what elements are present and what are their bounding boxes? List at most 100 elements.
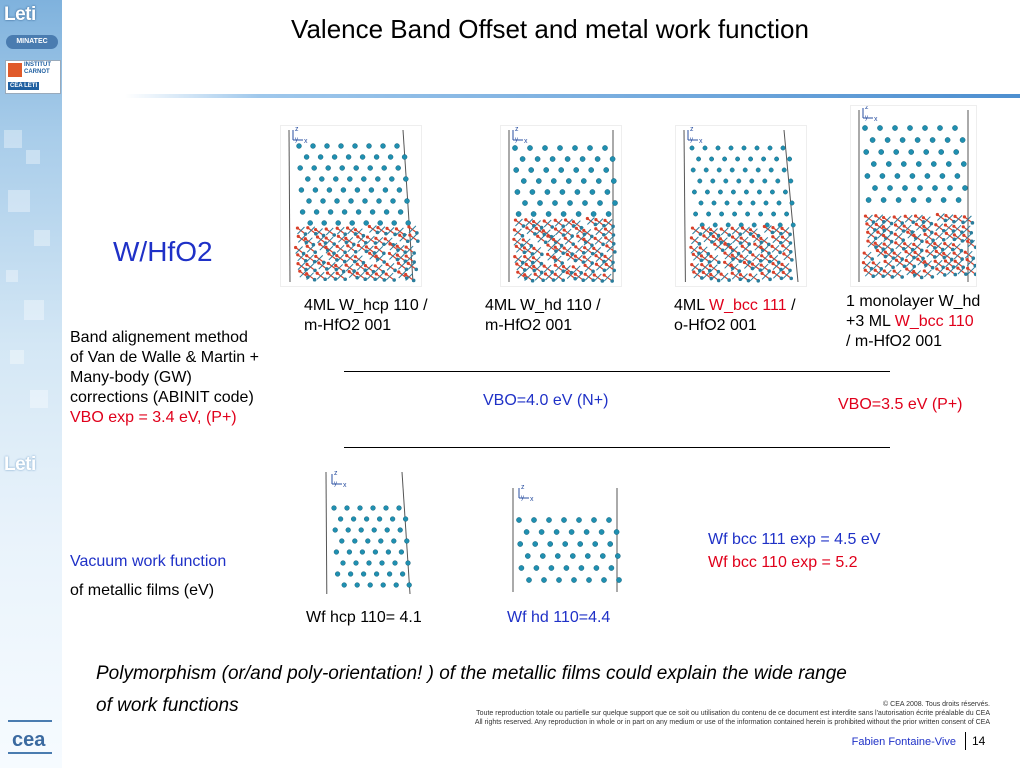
hafnium-atom: [779, 231, 783, 236]
oxygen-atom: [353, 255, 357, 259]
oxygen-atom: [771, 235, 775, 239]
oxygen-atom: [935, 267, 939, 271]
tungsten-atom: [553, 529, 560, 535]
oxygen-atom: [592, 273, 596, 277]
tungsten-atom: [593, 565, 600, 571]
tungsten-atom: [546, 517, 552, 523]
oxygen-atom: [373, 264, 377, 268]
hafnium-atom: [303, 232, 308, 236]
tungsten-atom: [340, 187, 347, 193]
method-line4: corrections (ABINIT code): [70, 389, 254, 406]
structure-w-bcc-111-image: zy x: [675, 125, 807, 287]
oxygen-atom: [374, 236, 378, 240]
tungsten-atom: [398, 549, 405, 555]
hafnium-atom: [788, 249, 793, 254]
tungsten-atom: [771, 211, 777, 217]
hafnium-atom: [881, 274, 885, 279]
tungsten-atom: [784, 211, 790, 217]
oxygen-atom: [748, 228, 752, 232]
oxygen-atom: [305, 244, 309, 248]
cea-logo-icon: cea: [8, 720, 52, 754]
tungsten-atom: [884, 137, 891, 143]
hafnium-atom: [889, 230, 894, 235]
oxygen-atom: [906, 230, 910, 234]
tungsten-atom: [607, 541, 613, 547]
tungsten-atom: [704, 189, 710, 195]
oxygen-atom: [524, 218, 528, 222]
oxygen-atom: [771, 261, 775, 266]
axis-x-label: x: [530, 496, 534, 503]
tungsten-atom: [556, 577, 562, 583]
oxygen-atom: [573, 272, 577, 276]
tungsten-atom: [691, 189, 697, 195]
separator-line-top: [344, 371, 890, 372]
vbo-blue-value: VBO=4.0 eV (N+): [483, 392, 609, 409]
hafnium-atom: [779, 240, 783, 245]
tungsten-atom: [401, 154, 408, 160]
tungsten-atom: [709, 156, 714, 162]
oxygen-atom: [325, 271, 330, 275]
oxygen-atom: [956, 266, 960, 270]
oxygen-atom: [324, 245, 328, 249]
tungsten-atom: [703, 167, 709, 173]
tungsten-atom: [923, 149, 929, 155]
tungsten-atom: [522, 200, 528, 206]
hafnium-atom: [590, 251, 595, 256]
oxygen-atom: [780, 262, 784, 266]
tungsten-atom: [598, 529, 605, 535]
oxygen-atom: [356, 243, 360, 247]
oxygen-atom: [374, 254, 378, 258]
oxygen-atom: [962, 233, 966, 237]
wf-hd-value: Wf hd 110=4.4: [507, 609, 611, 626]
hafnium-atom: [364, 240, 368, 245]
tungsten-atom: [313, 209, 320, 215]
oxygen-atom: [603, 218, 607, 222]
oxygen-atom: [914, 222, 918, 226]
tungsten-atom: [395, 165, 401, 171]
hafnium-atom: [611, 224, 615, 229]
hafnium-atom: [970, 221, 975, 225]
tungsten-atom: [872, 185, 878, 191]
tungsten-atom: [780, 145, 786, 151]
slide-title: Valence Band Offset and metal work funct…: [291, 14, 809, 44]
oxygen-atom: [344, 263, 348, 267]
oxygen-atom: [912, 242, 916, 246]
hafnium-atom: [530, 278, 535, 283]
oxygen-atom: [512, 237, 516, 241]
caption-bcc110-highlight: W_bcc 110: [894, 313, 974, 330]
wf-hcp-value: Wf hcp 110= 4.1: [306, 609, 422, 626]
tungsten-atom: [582, 200, 588, 206]
oxygen-atom: [542, 219, 546, 223]
hafnium-atom: [570, 234, 574, 238]
tungsten-atom: [347, 571, 354, 577]
oxygen-atom: [690, 226, 695, 230]
tungsten-atom: [520, 178, 527, 184]
hafnium-atom: [613, 250, 617, 254]
hafnium-atom: [942, 228, 946, 233]
oxygen-atom: [781, 244, 785, 248]
tungsten-atom: [331, 505, 337, 511]
hafnium-atom: [590, 243, 594, 248]
oxygen-atom: [356, 235, 360, 239]
oxygen-atom: [730, 235, 735, 239]
axis-z-label: z: [334, 470, 338, 477]
tungsten-atom: [929, 137, 936, 143]
tungsten-atom: [571, 577, 577, 583]
oxygen-atom: [574, 226, 578, 230]
hafnium-atom: [716, 278, 721, 283]
hafnium-atom: [521, 224, 526, 228]
hafnium-atom: [522, 268, 527, 272]
oxygen-atom: [966, 266, 970, 270]
oxygen-atom: [346, 244, 350, 248]
oxygen-atom: [700, 262, 704, 267]
tungsten-atom: [379, 560, 385, 566]
oxygen-atom: [753, 242, 757, 246]
oxygen-atom: [315, 271, 319, 275]
oxygen-atom: [573, 254, 577, 258]
tungsten-atom: [555, 553, 561, 559]
hafnium-atom: [911, 220, 916, 225]
oxygen-atom: [531, 219, 536, 224]
tungsten-atom: [532, 541, 539, 547]
tungsten-atom: [513, 167, 520, 173]
tungsten-atom: [590, 211, 597, 217]
